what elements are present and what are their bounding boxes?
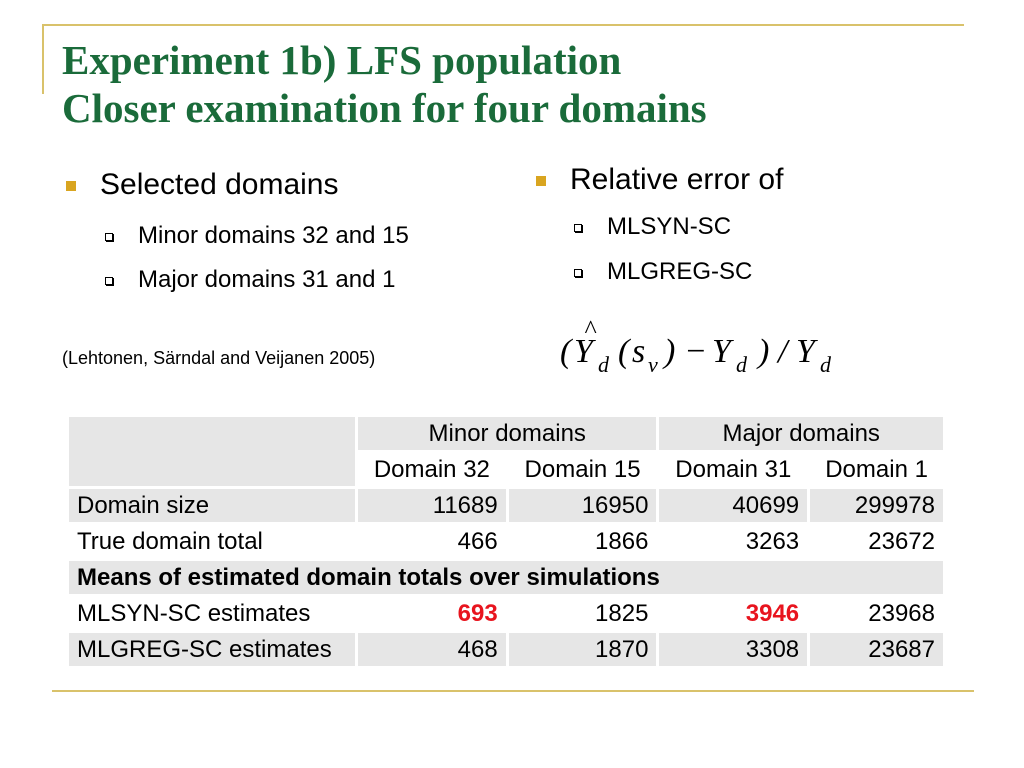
square-bullet-icon bbox=[66, 181, 76, 191]
table-row: MLGREG-SC estimates 468 1870 3308 23687 bbox=[69, 633, 943, 666]
results-table: Minor domains Major domains Domain 32 Do… bbox=[66, 414, 946, 669]
cell-value-highlighted: 693 bbox=[358, 597, 506, 630]
cell-value: 23672 bbox=[810, 525, 943, 558]
cell-value: 466 bbox=[358, 525, 506, 558]
svg-text:d: d bbox=[820, 352, 832, 377]
col-header-domain-15: Domain 15 bbox=[508, 453, 657, 486]
cell-value: 40699 bbox=[659, 489, 808, 522]
table-column-header-row: Domain 32 Domain 15 Domain 31 Domain 1 bbox=[69, 453, 943, 486]
table-group-header-row: Minor domains Major domains bbox=[69, 417, 943, 486]
table-section-row: Means of estimated domain totals over si… bbox=[69, 561, 943, 594]
square-bullet-icon bbox=[536, 176, 546, 186]
svg-text:Y: Y bbox=[574, 333, 596, 370]
hollow-square-bullet-icon bbox=[574, 269, 582, 277]
hollow-square-bullet-icon bbox=[105, 233, 113, 241]
frame-top-rule bbox=[42, 24, 964, 26]
row-label-domain-size: Domain size bbox=[69, 489, 355, 522]
hollow-square-bullet-icon bbox=[105, 277, 113, 285]
table-row: Domain size 11689 16950 40699 299978 bbox=[69, 489, 943, 522]
frame-left-rule bbox=[42, 24, 44, 94]
svg-text:Y: Y bbox=[796, 333, 818, 370]
cell-value: 11689 bbox=[358, 489, 506, 522]
subbullet-minor-domains: Minor domains 32 and 15 bbox=[105, 222, 409, 250]
bullet-relative-error: Relative error of bbox=[536, 163, 783, 197]
col-header-domain-31: Domain 31 bbox=[659, 453, 808, 486]
row-label-mlgreg-sc: MLGREG-SC estimates bbox=[69, 633, 355, 666]
subbullet-mlsyn-sc: MLSYN-SC bbox=[574, 213, 731, 241]
col-header-domain-32: Domain 32 bbox=[358, 453, 506, 486]
cell-value: 299978 bbox=[810, 489, 943, 522]
group-header-major: Major domains bbox=[659, 417, 943, 450]
row-label-true-domain-total: True domain total bbox=[69, 525, 355, 558]
row-label-mlsyn-sc: MLSYN-SC estimates bbox=[69, 597, 355, 630]
section-label-means: Means of estimated domain totals over si… bbox=[69, 561, 943, 594]
bullet-selected-domains: Selected domains bbox=[66, 168, 338, 202]
title-line-2: Closer examination for four domains bbox=[62, 85, 707, 131]
svg-text:^: ^ bbox=[584, 318, 597, 344]
cell-value-highlighted: 3946 bbox=[659, 597, 808, 630]
cell-value: 23968 bbox=[810, 597, 943, 630]
cell-value: 3308 bbox=[659, 633, 808, 666]
group-header-minor: Minor domains bbox=[358, 417, 657, 450]
cell-value: 1870 bbox=[508, 633, 657, 666]
cell-value: 3263 bbox=[659, 525, 808, 558]
slide-title: Experiment 1b) LFS population Closer exa… bbox=[62, 36, 982, 132]
svg-text:d: d bbox=[736, 352, 748, 377]
cell-value: 1866 bbox=[508, 525, 657, 558]
cell-value: 23687 bbox=[810, 633, 943, 666]
svg-text:−: − bbox=[684, 333, 707, 370]
frame-bottom-rule bbox=[52, 690, 974, 692]
cell-value: 16950 bbox=[508, 489, 657, 522]
relative-error-formula: ( Y ^ d ( s v ) − Y d ) / Y d bbox=[560, 315, 870, 380]
svg-text:s: s bbox=[632, 333, 645, 370]
svg-text:(: ( bbox=[618, 333, 632, 370]
table-row: True domain total 466 1866 3263 23672 bbox=[69, 525, 943, 558]
subbullet-mlgreg-sc: MLGREG-SC bbox=[574, 258, 752, 286]
subbullet-major-domains: Major domains 31 and 1 bbox=[105, 266, 395, 294]
svg-text:): ) bbox=[662, 333, 675, 370]
table-row: MLSYN-SC estimates 693 1825 3946 23968 bbox=[69, 597, 943, 630]
svg-text:d: d bbox=[598, 352, 610, 377]
cell-value: 1825 bbox=[508, 597, 657, 630]
svg-text:/: / bbox=[776, 333, 791, 370]
svg-text:Y: Y bbox=[712, 333, 734, 370]
cell-value: 468 bbox=[358, 633, 506, 666]
svg-text:v: v bbox=[648, 352, 658, 377]
table-corner-cell bbox=[69, 417, 355, 486]
hollow-square-bullet-icon bbox=[574, 224, 582, 232]
col-header-domain-1: Domain 1 bbox=[810, 453, 943, 486]
svg-text:(: ( bbox=[560, 333, 574, 370]
svg-text:): ) bbox=[756, 333, 769, 370]
citation: (Lehtonen, Särndal and Veijanen 2005) bbox=[62, 348, 376, 368]
title-line-1: Experiment 1b) LFS population bbox=[62, 37, 622, 83]
